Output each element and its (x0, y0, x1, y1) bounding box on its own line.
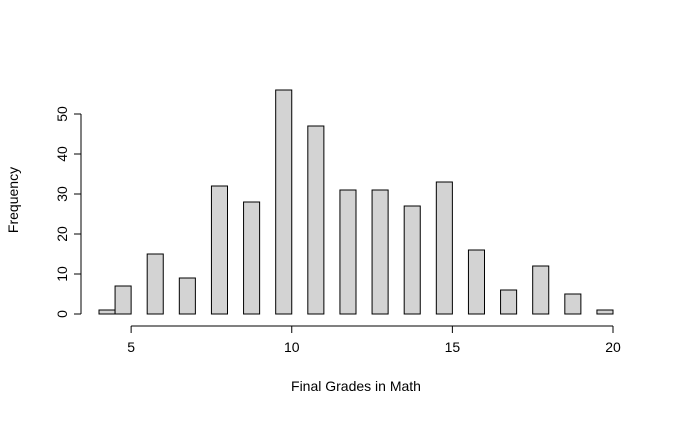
bar (114, 285, 132, 315)
x-tick-label: 20 (605, 339, 621, 355)
y-tick-label: 0 (54, 310, 70, 318)
bar (98, 309, 116, 315)
y-tick-label: 30 (54, 186, 70, 202)
x-tick-label: 10 (284, 339, 300, 355)
bar (307, 125, 325, 315)
y-tick-label: 40 (54, 146, 70, 162)
bar (500, 289, 518, 315)
bar (243, 201, 261, 315)
x-tick-label: 5 (127, 339, 135, 355)
bar (596, 309, 614, 315)
bar (564, 293, 582, 315)
y-tick-label: 20 (54, 226, 70, 242)
bar (371, 189, 389, 315)
bar (210, 185, 228, 315)
x-tick-label: 15 (445, 339, 461, 355)
bar (275, 89, 293, 315)
bar (467, 249, 485, 315)
bar (339, 189, 357, 315)
bar (146, 253, 164, 315)
y-tick-label: 10 (54, 266, 70, 282)
bar (178, 277, 196, 315)
bar (532, 265, 550, 315)
y-axis-label: Frequency (5, 167, 21, 233)
y-tick-label: 50 (54, 106, 70, 122)
bar (435, 181, 453, 315)
bar (403, 205, 421, 315)
x-axis-label: Final Grades in Math (291, 378, 421, 394)
